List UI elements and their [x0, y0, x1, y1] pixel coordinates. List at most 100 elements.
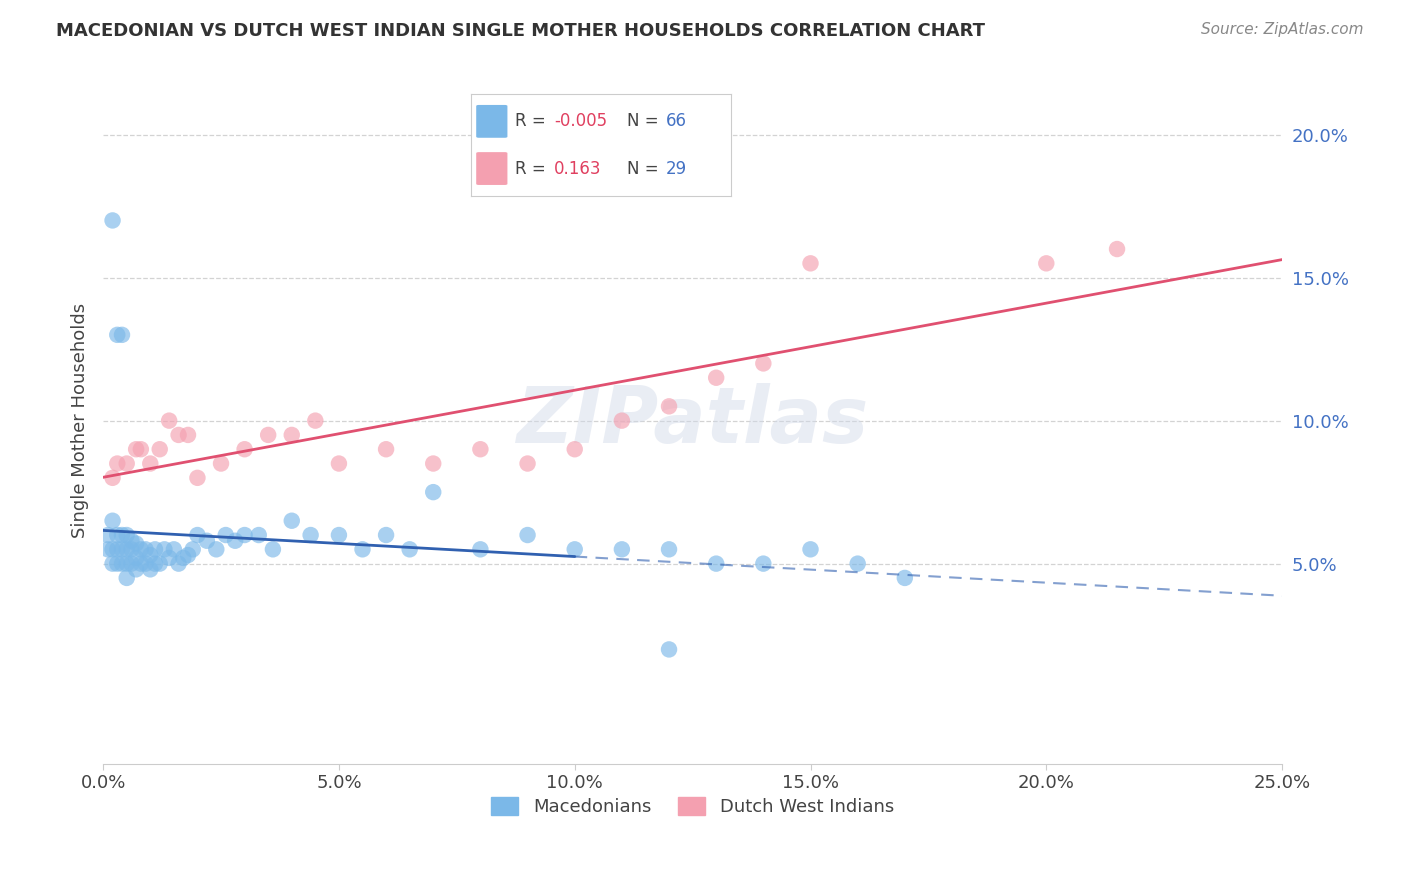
Point	[120, 542, 142, 557]
Point	[1035, 256, 1057, 270]
FancyBboxPatch shape	[477, 153, 508, 185]
Point	[704, 370, 727, 384]
Point	[125, 562, 148, 576]
Point	[328, 457, 350, 471]
Point	[516, 457, 538, 471]
Text: N =: N =	[627, 112, 664, 130]
Point	[224, 533, 246, 548]
Point	[101, 213, 124, 227]
Point	[299, 528, 322, 542]
Point	[658, 400, 681, 414]
Point	[752, 356, 775, 370]
Point	[143, 542, 166, 557]
Point	[129, 542, 152, 557]
Point	[97, 528, 120, 542]
Point	[195, 533, 218, 548]
Point	[470, 442, 492, 457]
Point	[564, 442, 586, 457]
Point	[215, 528, 238, 542]
Point	[125, 536, 148, 550]
Point	[894, 571, 917, 585]
Point	[157, 414, 180, 428]
Point	[398, 542, 420, 557]
Point	[209, 457, 232, 471]
Point	[281, 428, 304, 442]
Point	[129, 442, 152, 457]
Point	[177, 548, 200, 562]
Point	[257, 428, 280, 442]
Point	[125, 550, 148, 565]
Point	[262, 542, 284, 557]
Point	[658, 642, 681, 657]
Point	[111, 542, 134, 557]
Point	[139, 548, 162, 562]
Point	[281, 514, 304, 528]
Text: 29: 29	[666, 160, 688, 178]
Point	[422, 457, 444, 471]
Point	[115, 528, 138, 542]
Point	[105, 542, 128, 557]
Point	[177, 428, 200, 442]
Point	[115, 557, 138, 571]
Text: ZIPatlas: ZIPatlas	[516, 383, 869, 458]
Point	[422, 485, 444, 500]
Point	[304, 414, 326, 428]
Point	[97, 542, 120, 557]
Point	[328, 528, 350, 542]
Point	[105, 557, 128, 571]
Point	[139, 457, 162, 471]
Point	[135, 542, 157, 557]
Point	[120, 533, 142, 548]
Point	[564, 542, 586, 557]
Point	[752, 557, 775, 571]
Point	[610, 414, 633, 428]
Point	[101, 557, 124, 571]
Point	[105, 327, 128, 342]
Point	[172, 550, 194, 565]
Point	[101, 471, 124, 485]
Text: -0.005: -0.005	[554, 112, 607, 130]
Point	[101, 514, 124, 528]
Point	[658, 542, 681, 557]
Point	[516, 528, 538, 542]
Point	[115, 457, 138, 471]
Point	[352, 542, 374, 557]
Point	[846, 557, 869, 571]
Point	[115, 542, 138, 557]
Point	[247, 528, 270, 542]
Point	[799, 256, 821, 270]
Point	[101, 542, 124, 557]
Point	[157, 550, 180, 565]
Point	[205, 542, 228, 557]
Text: Source: ZipAtlas.com: Source: ZipAtlas.com	[1201, 22, 1364, 37]
Point	[167, 428, 190, 442]
Text: N =: N =	[627, 160, 664, 178]
Point	[153, 542, 176, 557]
Point	[799, 542, 821, 557]
Point	[125, 442, 148, 457]
Point	[610, 542, 633, 557]
Y-axis label: Single Mother Households: Single Mother Households	[72, 303, 89, 538]
Point	[233, 442, 256, 457]
Point	[143, 557, 166, 571]
Point	[1105, 242, 1128, 256]
Point	[704, 557, 727, 571]
Point	[375, 442, 398, 457]
FancyBboxPatch shape	[477, 105, 508, 137]
Point	[233, 528, 256, 542]
Point	[167, 557, 190, 571]
Text: R =: R =	[515, 112, 551, 130]
Legend: Macedonians, Dutch West Indians: Macedonians, Dutch West Indians	[484, 789, 901, 823]
Point	[111, 327, 134, 342]
Point	[139, 562, 162, 576]
Point	[181, 542, 204, 557]
Point	[163, 542, 186, 557]
Point	[375, 528, 398, 542]
Point	[135, 557, 157, 571]
Point	[115, 571, 138, 585]
Point	[111, 557, 134, 571]
Text: 66: 66	[666, 112, 688, 130]
Point	[470, 542, 492, 557]
Point	[149, 442, 172, 457]
Text: R =: R =	[515, 160, 557, 178]
